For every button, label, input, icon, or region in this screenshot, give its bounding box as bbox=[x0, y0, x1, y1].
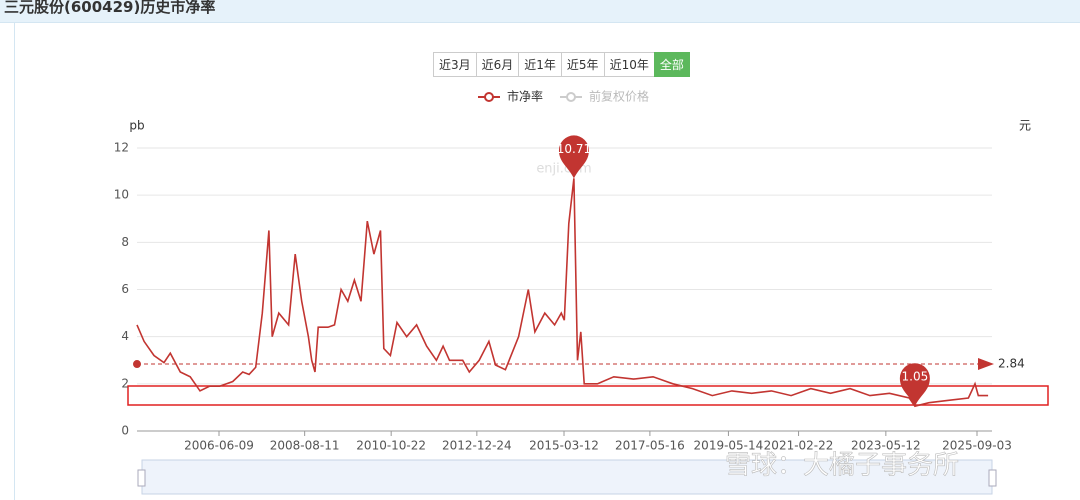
legend-dot bbox=[566, 92, 576, 102]
y-tick-label: 2 bbox=[121, 376, 129, 390]
legend-label: 前复权价格 bbox=[589, 89, 649, 104]
y-tick-label: 4 bbox=[121, 329, 129, 343]
y-tick-label: 10 bbox=[114, 188, 129, 202]
range-button[interactable]: 近3月 bbox=[433, 52, 477, 77]
series-line bbox=[136, 178, 989, 408]
x-tick-label: 2015-03-12 bbox=[529, 439, 599, 453]
x-tick-label: 2010-10-22 bbox=[356, 439, 426, 453]
y-unit: pb bbox=[129, 119, 144, 133]
mark-pin bbox=[558, 135, 589, 179]
range-button[interactable]: 近1年 bbox=[518, 52, 562, 77]
x-tick-label: 2008-08-11 bbox=[270, 439, 340, 453]
range-button[interactable]: 全部 bbox=[653, 52, 690, 77]
panel bbox=[14, 23, 1080, 500]
x-tick-label: 2019-05-14 bbox=[694, 439, 764, 453]
zoom-handle[interactable] bbox=[137, 469, 146, 487]
header: 三元股份(600429)历史市净率 bbox=[0, 0, 1080, 23]
y2-unit: 元 bbox=[1019, 119, 1031, 133]
average-label: 2.84 bbox=[998, 357, 1025, 371]
average-arrow bbox=[978, 358, 994, 371]
range-button[interactable]: 近5年 bbox=[560, 52, 605, 77]
legend-dot bbox=[484, 92, 494, 102]
y-tick-label: 0 bbox=[121, 424, 129, 438]
watermark: 雪球：大橘子事务所 bbox=[725, 451, 959, 481]
x-tick-label: 2012-12-24 bbox=[442, 439, 512, 453]
page-title: 三元股份(600429)历史市净率 bbox=[4, 0, 216, 16]
x-tick-label: 2023-05-12 bbox=[851, 439, 921, 453]
y-tick-label: 12 bbox=[114, 141, 129, 155]
mark-label: 10.71 bbox=[557, 142, 591, 156]
average-start bbox=[133, 360, 141, 369]
y-tick-label: 8 bbox=[121, 235, 129, 249]
x-tick-label: 2006-06-09 bbox=[184, 439, 254, 453]
mark-pin bbox=[899, 363, 930, 407]
x-tick-label: 2021-02-22 bbox=[764, 439, 834, 453]
mark-label: 1.05 bbox=[902, 370, 929, 384]
range-button[interactable]: 近10年 bbox=[603, 52, 655, 77]
y-tick-label: 6 bbox=[121, 282, 129, 296]
zoom-handle[interactable] bbox=[988, 469, 997, 487]
range-buttons: 近3月 近6月 近1年 近5年 近10年 全部 bbox=[433, 52, 690, 77]
x-tick-label: 2025-09-03 bbox=[942, 439, 1012, 453]
x-tick-label: 2017-05-16 bbox=[615, 439, 685, 453]
highlight-box bbox=[127, 385, 1049, 406]
legend-label: 市净率 bbox=[507, 89, 543, 104]
